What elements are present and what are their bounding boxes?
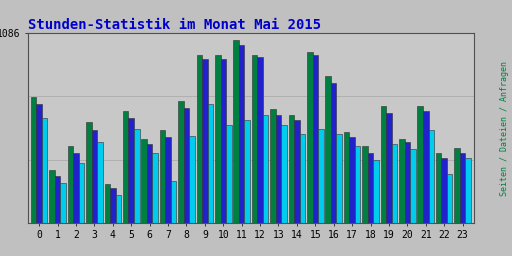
Bar <box>73 153 79 223</box>
Bar <box>336 134 342 223</box>
Bar <box>55 176 60 223</box>
Bar <box>276 115 281 223</box>
Bar <box>197 55 202 223</box>
Bar <box>42 118 48 223</box>
Bar <box>454 148 460 223</box>
Bar <box>202 59 208 223</box>
Text: Stunden-Statistik im Monat Mai 2015: Stunden-Statistik im Monat Mai 2015 <box>28 18 322 32</box>
Bar <box>141 139 147 223</box>
Bar <box>215 55 221 223</box>
Bar <box>189 135 195 223</box>
Bar <box>110 188 116 223</box>
Bar <box>104 184 110 223</box>
Bar <box>410 150 416 223</box>
Bar <box>289 115 294 223</box>
Bar <box>226 125 231 223</box>
Bar <box>160 130 165 223</box>
Bar <box>116 195 121 223</box>
Bar <box>79 163 84 223</box>
Bar <box>92 130 97 223</box>
Bar <box>165 137 171 223</box>
Bar <box>307 52 312 223</box>
Bar <box>355 146 360 223</box>
Bar <box>326 76 331 223</box>
Bar <box>373 160 379 223</box>
Bar <box>294 120 300 223</box>
Bar <box>349 137 355 223</box>
Bar <box>436 153 441 223</box>
Bar <box>129 118 134 223</box>
Bar <box>97 143 103 223</box>
Bar <box>331 83 336 223</box>
Bar <box>244 120 250 223</box>
Bar <box>36 104 42 223</box>
Bar <box>460 153 465 223</box>
Bar <box>399 139 404 223</box>
Bar <box>344 132 349 223</box>
Bar <box>368 153 373 223</box>
Bar <box>362 146 368 223</box>
Bar <box>153 153 158 223</box>
Bar <box>386 113 392 223</box>
Bar <box>252 55 258 223</box>
Bar <box>423 111 429 223</box>
Bar <box>300 134 305 223</box>
Bar <box>465 158 471 223</box>
Bar <box>404 143 410 223</box>
Bar <box>318 129 324 223</box>
Bar <box>417 106 423 223</box>
Bar <box>447 174 453 223</box>
Bar <box>233 40 239 223</box>
Text: Seiten / Dateien / Anfragen: Seiten / Dateien / Anfragen <box>500 60 509 196</box>
Bar <box>134 129 139 223</box>
Bar <box>263 115 268 223</box>
Bar <box>68 146 73 223</box>
Bar <box>123 111 129 223</box>
Bar <box>312 55 318 223</box>
Bar <box>31 97 36 223</box>
Bar <box>429 130 434 223</box>
Bar <box>184 108 189 223</box>
Bar <box>281 125 287 223</box>
Bar <box>221 59 226 223</box>
Bar <box>239 45 244 223</box>
Bar <box>208 104 213 223</box>
Bar <box>441 158 447 223</box>
Bar <box>392 144 397 223</box>
Bar <box>270 109 276 223</box>
Bar <box>178 101 184 223</box>
Bar <box>147 144 153 223</box>
Bar <box>171 181 176 223</box>
Bar <box>86 122 92 223</box>
Bar <box>258 57 263 223</box>
Bar <box>380 106 386 223</box>
Bar <box>49 170 55 223</box>
Bar <box>60 183 66 223</box>
